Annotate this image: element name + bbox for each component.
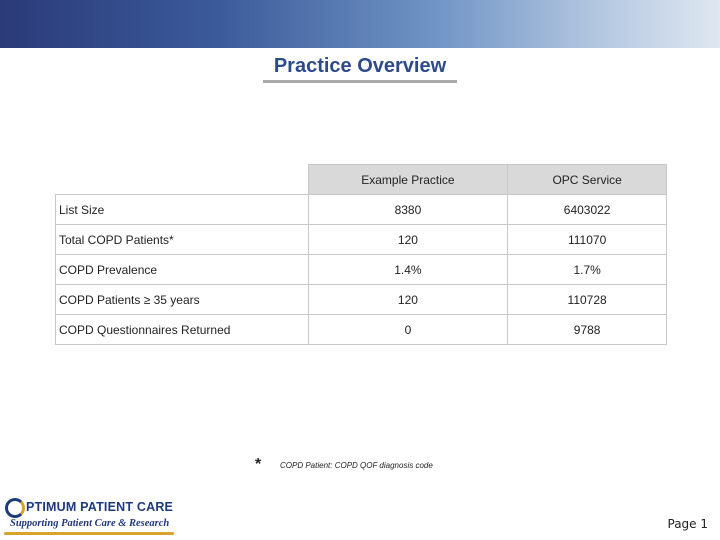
logo-swoosh xyxy=(4,532,174,535)
service-value: 9788 xyxy=(507,314,667,345)
table-header-row: Example Practice OPC Service xyxy=(55,164,667,195)
table-row: Total COPD Patients* 120 111070 xyxy=(55,224,667,255)
practice-value: 120 xyxy=(307,284,509,315)
row-label: Total COPD Patients* xyxy=(55,224,309,255)
service-value: 1.7% xyxy=(507,254,667,285)
footnote-text: COPD Patient: COPD QOF diagnosis code xyxy=(280,461,433,470)
practice-value: 0 xyxy=(307,314,509,345)
row-label: List Size xyxy=(55,194,309,225)
title-underline xyxy=(263,80,457,83)
overview-table: Example Practice OPC Service List Size 8… xyxy=(55,164,667,345)
table-row: List Size 8380 6403022 xyxy=(55,194,667,225)
logo-o-icon xyxy=(5,498,25,518)
logo-tagline: Supporting Patient Care & Research xyxy=(10,518,170,529)
table-row: COPD Prevalence 1.4% 1.7% xyxy=(55,254,667,285)
practice-value: 1.4% xyxy=(307,254,509,285)
table-header-service: OPC Service xyxy=(507,164,667,195)
service-value: 110728 xyxy=(507,284,667,315)
service-value: 6403022 xyxy=(507,194,667,225)
page-number: Page 1 xyxy=(667,517,709,531)
practice-value: 120 xyxy=(307,224,509,255)
row-label: COPD Questionnaires Returned xyxy=(55,314,309,345)
table-header-practice: Example Practice xyxy=(307,164,509,195)
page-title: Practice Overview xyxy=(273,55,447,77)
row-label: COPD Prevalence xyxy=(55,254,309,285)
footnote-marker: * xyxy=(255,456,262,473)
service-value: 111070 xyxy=(507,224,667,255)
header-banner xyxy=(0,0,720,48)
table-header-blank xyxy=(55,164,309,195)
table-row: COPD Patients ≥ 35 years 120 110728 xyxy=(55,284,667,315)
table-row: COPD Questionnaires Returned 0 9788 xyxy=(55,314,667,345)
row-label: COPD Patients ≥ 35 years xyxy=(55,284,309,315)
practice-value: 8380 xyxy=(307,194,509,225)
optimum-patient-care-logo: PTIMUM PATIENT CARE Supporting Patient C… xyxy=(4,498,174,538)
logo-wordmark: PTIMUM PATIENT CARE xyxy=(26,500,174,514)
